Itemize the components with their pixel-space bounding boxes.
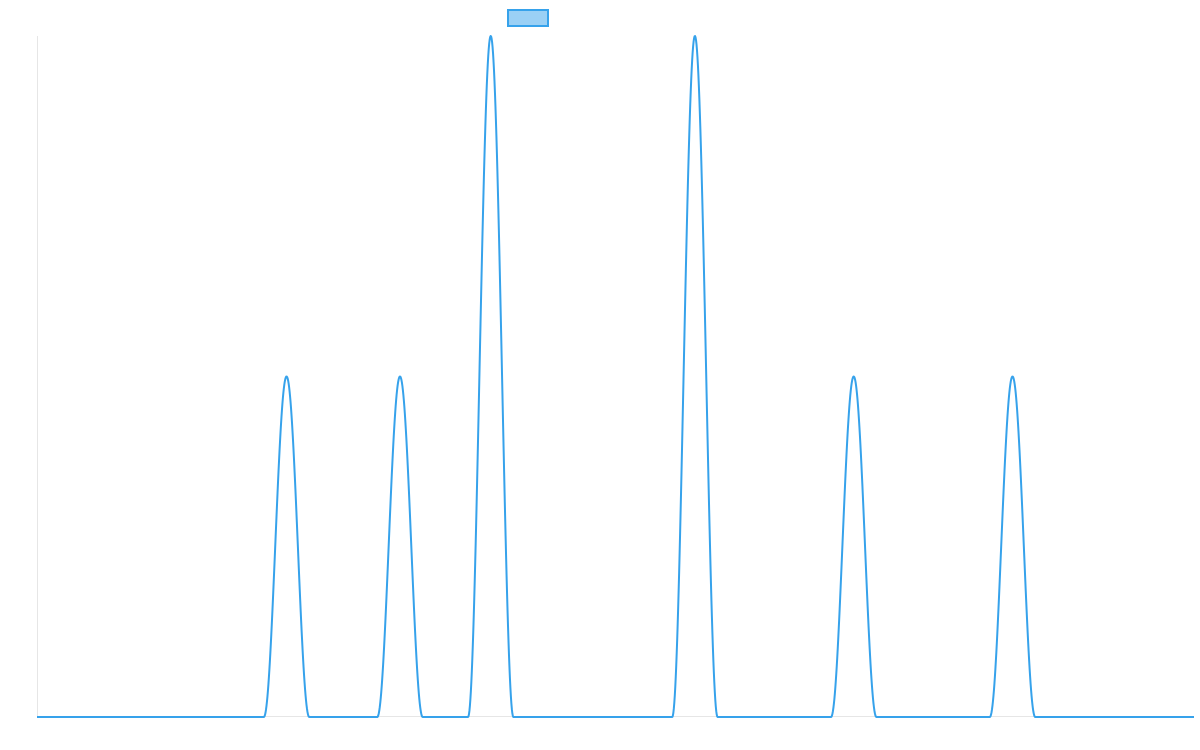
legend-swatch[interactable] [507, 9, 549, 27]
series-line[interactable] [36, 35, 1195, 718]
data-point-peak-2[interactable] [397, 374, 403, 380]
legend[interactable] [507, 9, 549, 27]
data-point-peak-4[interactable] [692, 33, 698, 39]
data-point-peak-6[interactable] [1010, 374, 1016, 380]
data-point-peak-3[interactable] [488, 33, 494, 39]
data-point-peak-1[interactable] [284, 374, 290, 380]
data-point-peak-5[interactable] [851, 374, 857, 380]
